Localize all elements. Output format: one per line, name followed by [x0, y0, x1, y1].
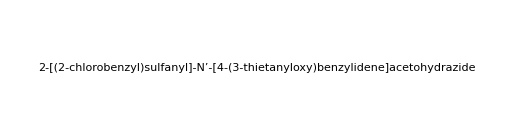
Text: 2-[(2-chlorobenzyl)sulfanyl]-N’-[4-(3-thietanyloxy)benzylidene]acetohydrazide: 2-[(2-chlorobenzyl)sulfanyl]-N’-[4-(3-th… — [38, 63, 475, 73]
